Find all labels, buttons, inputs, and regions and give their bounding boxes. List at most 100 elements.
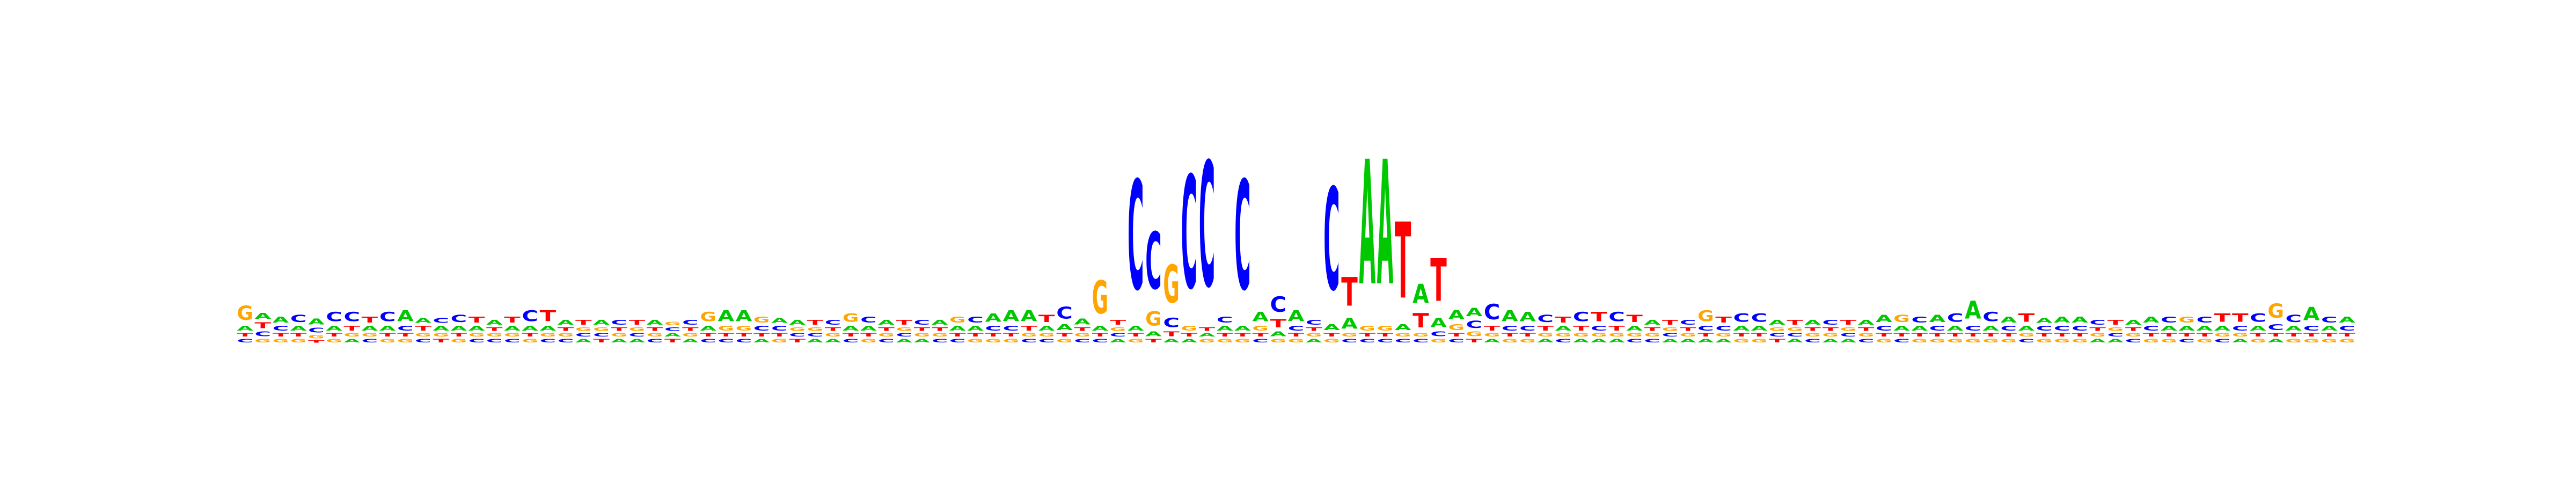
logo-letter-C: C — [1626, 338, 1643, 344]
logo-letter-C: C — [753, 325, 770, 332]
logo-letter-T: T — [1537, 325, 1554, 332]
logo-letter-C: C — [1217, 315, 1233, 324]
logo-letter-A: A — [914, 338, 931, 343]
logo-letter-A: A — [736, 308, 752, 324]
logo-letter-T: T — [2232, 311, 2249, 325]
logo-letter-T: T — [1715, 315, 1732, 325]
logo-letter-A: A — [2143, 315, 2160, 325]
logo-letter-C: C — [1804, 338, 1821, 344]
logo-letter-G: G — [504, 332, 521, 338]
logo-letter-G: G — [2250, 338, 2266, 343]
logo-letter-A: A — [1145, 330, 1162, 338]
logo-letter-T: T — [1181, 332, 1198, 338]
logo-letter-A: A — [540, 325, 557, 332]
logo-letter-G: G — [2018, 332, 2035, 338]
logo-letter-G: G — [1680, 332, 1696, 338]
logo-letter-T: T — [1003, 332, 1020, 338]
logo-letter-A: A — [2339, 315, 2355, 325]
logo-letter-G: G — [825, 332, 841, 338]
logo-letter-C: C — [2321, 315, 2338, 324]
logo-letter-G: G — [1787, 326, 1803, 332]
logo-letter-C: C — [1145, 217, 1162, 308]
logo-letter-G: G — [789, 326, 806, 332]
logo-letter-C: C — [807, 332, 824, 338]
logo-letter-C: C — [2214, 338, 2231, 344]
logo-letter-A: A — [326, 325, 342, 332]
logo-letter-G: G — [1537, 332, 1554, 338]
logo-letter-C: C — [486, 338, 503, 344]
logo-letter-T: T — [2125, 326, 2142, 332]
logo-letter-C: C — [558, 338, 574, 344]
logo-letter-G: G — [682, 332, 699, 338]
logo-letter-A: A — [1270, 330, 1287, 338]
logo-letter-T: T — [1056, 332, 1073, 338]
logo-letter-C: C — [415, 338, 431, 344]
logo-letter-T: T — [2339, 332, 2355, 338]
logo-letter-C: C — [1733, 311, 1750, 324]
logo-letter-G: G — [2143, 338, 2160, 343]
logo-letter-A: A — [1074, 317, 1091, 327]
logo-letter-A: A — [1377, 125, 1394, 324]
logo-letter-A: A — [1003, 308, 1020, 324]
logo-letter-C: C — [1413, 338, 1429, 344]
logo-letter-G: G — [860, 338, 877, 343]
logo-letter-G: G — [2072, 338, 2088, 343]
logo-letter-G: G — [1502, 338, 1518, 343]
logo-letter-C: C — [825, 319, 841, 326]
logo-letter-C: C — [1608, 310, 1625, 325]
logo-letter-C: C — [2197, 315, 2213, 324]
logo-letter-T: T — [593, 338, 610, 343]
logo-letter-G: G — [575, 326, 592, 332]
logo-letter-A: A — [1787, 338, 1803, 343]
logo-letter-C: C — [1323, 160, 1340, 323]
logo-letter-C: C — [1911, 315, 1928, 324]
logo-letter-T: T — [985, 332, 1001, 338]
logo-letter-C: C — [629, 332, 646, 338]
logo-letter-T: T — [522, 332, 538, 338]
logo-letter-T: T — [2036, 332, 2053, 338]
logo-letter-T: T — [807, 319, 824, 326]
logo-letter-T: T — [2214, 311, 2231, 325]
logo-letter-T: T — [647, 326, 663, 332]
logo-letter-C: C — [896, 332, 912, 338]
logo-letter-A: A — [2303, 303, 2320, 324]
logo-letter-T: T — [967, 332, 984, 338]
logo-letter-A: A — [575, 338, 592, 343]
logo-letter-T: T — [629, 319, 646, 326]
logo-letter-C: C — [700, 338, 716, 344]
logo-letter-G: G — [664, 321, 681, 326]
logo-letter-C: C — [985, 325, 1001, 332]
logo-letter-C: C — [1965, 325, 1981, 332]
logo-letter-C: C — [843, 338, 859, 344]
logo-letter-C: C — [1751, 311, 1768, 324]
logo-letter-C: C — [1021, 338, 1037, 344]
logo-letter-C: C — [1697, 325, 1714, 332]
logo-letter-G: G — [985, 338, 1001, 343]
logo-letter-A: A — [2054, 315, 2070, 325]
logo-letter-A: A — [1163, 338, 1180, 343]
logo-letter-G: G — [1876, 338, 1892, 343]
logo-letter-G: G — [1626, 332, 1643, 338]
logo-letter-T: T — [2178, 332, 2195, 338]
